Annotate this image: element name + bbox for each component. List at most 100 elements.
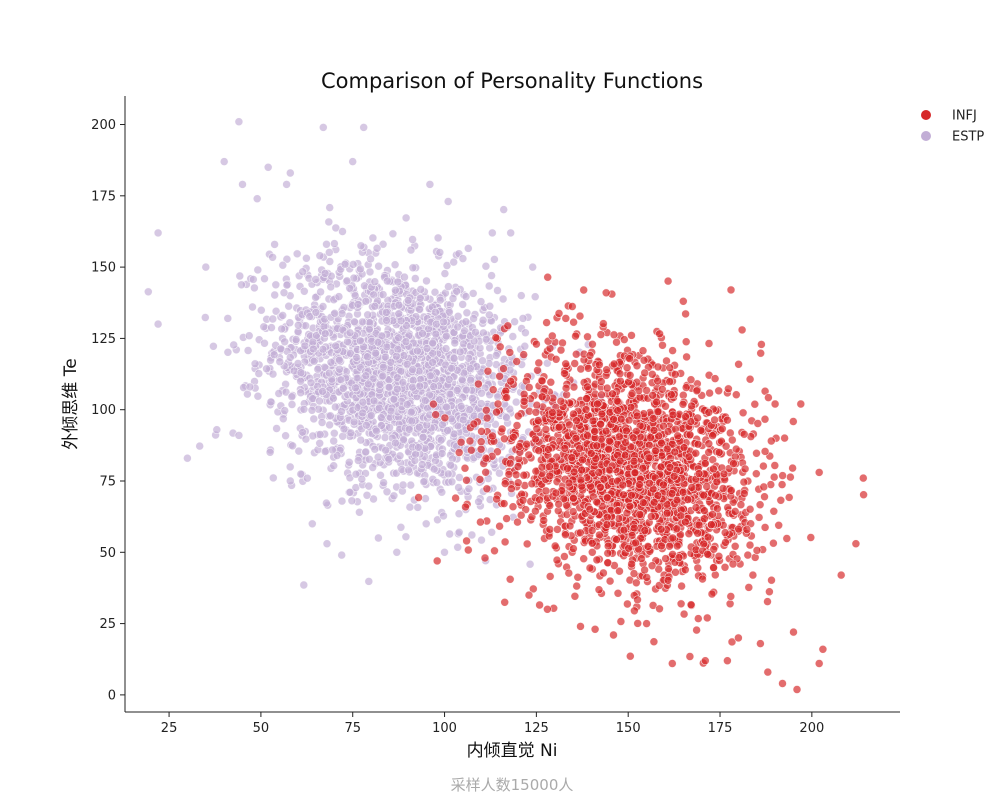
data-point-estp (294, 446, 304, 456)
data-point-estp (330, 308, 340, 318)
data-point-infj (676, 511, 686, 521)
data-point-infj (466, 445, 476, 455)
data-point-estp (235, 271, 245, 281)
data-point-infj (505, 574, 515, 584)
data-point-estp (447, 477, 457, 487)
data-point-infj (587, 547, 597, 557)
data-point-estp (291, 335, 301, 344)
data-point-estp (234, 117, 244, 126)
data-point-estp (267, 323, 276, 332)
x-tick-label: 150 (616, 721, 641, 736)
data-point-infj (724, 384, 733, 394)
data-point-estp (376, 470, 385, 480)
data-point-estp (432, 478, 442, 487)
data-point-infj (767, 575, 776, 585)
data-point-estp (296, 388, 306, 398)
data-point-estp (458, 254, 468, 263)
data-point-infj (788, 417, 798, 426)
data-point-estp (332, 451, 342, 460)
data-point-infj (730, 507, 740, 516)
data-point-infj (548, 408, 557, 417)
data-point-estp (302, 473, 312, 483)
data-point-estp (331, 223, 341, 233)
data-point-infj (693, 439, 703, 449)
data-point-infj (665, 377, 675, 386)
data-point-infj (440, 413, 450, 423)
data-point-infj (531, 506, 540, 516)
data-point-estp (495, 468, 504, 478)
data-point-estp (520, 341, 530, 351)
x-tick-label: 200 (799, 721, 824, 736)
data-point-infj (720, 562, 730, 572)
data-point-infj (508, 432, 518, 442)
data-point-estp (442, 402, 451, 412)
data-point-infj (605, 576, 615, 586)
data-point-infj (585, 563, 595, 573)
x-tick-label: 25 (161, 721, 178, 736)
data-point-estp (307, 405, 317, 415)
data-point-infj (708, 431, 717, 440)
data-point-infj (704, 448, 714, 457)
data-point-infj (687, 483, 697, 492)
data-point-estp (342, 276, 352, 286)
data-point-infj (513, 462, 523, 471)
data-point-infj (546, 377, 556, 387)
data-point-estp (311, 308, 321, 317)
data-point-infj (545, 501, 555, 510)
data-point-infj (640, 526, 650, 535)
data-point-estp (398, 377, 408, 387)
data-point-infj (550, 541, 560, 551)
data-point-infj (527, 479, 537, 489)
data-point-infj (592, 555, 602, 565)
data-point-infj (575, 528, 585, 538)
data-point-estp (358, 397, 368, 407)
data-point-estp (274, 389, 284, 398)
y-tick-label: 125 (91, 332, 116, 347)
data-point-estp (399, 351, 409, 360)
data-point-infj (569, 317, 578, 327)
data-point-infj (488, 431, 497, 441)
data-point-estp (393, 344, 403, 354)
data-point-estp (337, 550, 347, 560)
data-point-infj (429, 399, 438, 409)
data-point-infj (736, 500, 746, 510)
data-point-infj (806, 533, 816, 542)
data-point-infj (792, 685, 802, 694)
data-point-infj (482, 413, 492, 423)
data-point-infj (599, 319, 608, 328)
data-point-estp (355, 336, 365, 346)
data-point-infj (595, 482, 605, 492)
data-point-estp (390, 260, 400, 270)
y-tick-label: 75 (99, 475, 116, 490)
data-point-infj (488, 385, 498, 395)
data-point-infj (588, 416, 598, 426)
data-point-estp (440, 269, 450, 278)
data-point-estp (338, 227, 347, 236)
data-point-infj (618, 480, 628, 490)
data-point-estp (299, 404, 309, 414)
data-point-infj (723, 656, 732, 666)
data-point-infj (696, 426, 706, 435)
data-point-estp (429, 382, 439, 391)
data-point-infj (500, 597, 510, 607)
x-tick-label: 50 (253, 721, 270, 736)
data-point-estp (277, 324, 287, 334)
data-point-infj (663, 276, 673, 286)
data-point-infj (561, 359, 571, 369)
data-point-infj (502, 514, 511, 523)
data-point-infj (475, 475, 485, 484)
data-point-infj (483, 366, 493, 376)
data-point-infj (691, 448, 701, 458)
data-point-estp (308, 431, 318, 441)
data-point-infj (512, 357, 522, 366)
data-point-estp (461, 292, 471, 301)
data-point-infj (700, 514, 709, 524)
data-point-estp (454, 483, 463, 492)
data-point-estp (508, 332, 518, 341)
data-point-infj (652, 397, 661, 407)
data-point-infj (567, 302, 577, 311)
data-point-infj (615, 432, 624, 441)
data-point-estp (287, 392, 297, 402)
data-point-infj (545, 572, 555, 581)
